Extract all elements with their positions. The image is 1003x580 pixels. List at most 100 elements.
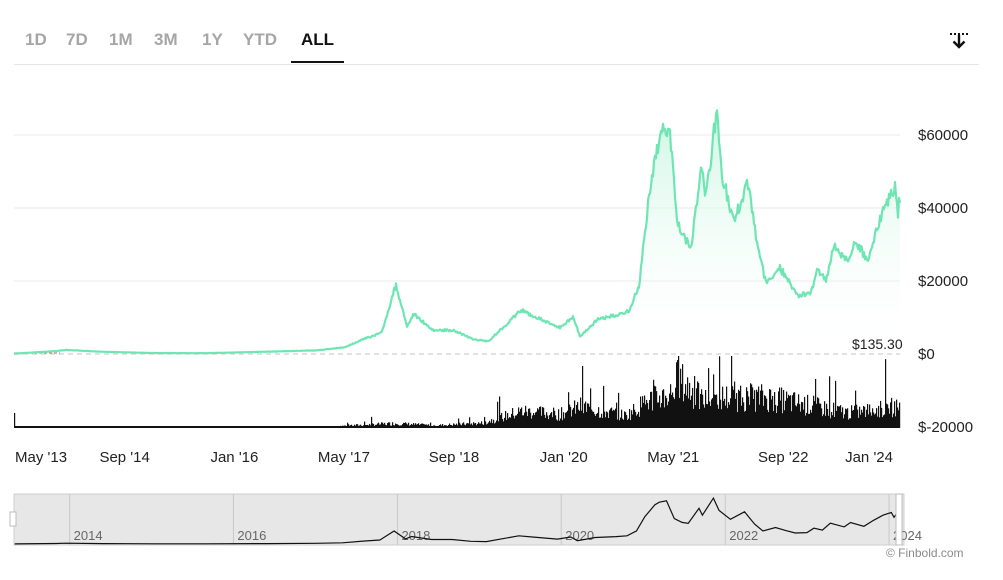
volume-bar bbox=[798, 394, 800, 428]
volume-bar bbox=[438, 425, 440, 428]
download-button[interactable] bbox=[946, 26, 972, 52]
volume-bar bbox=[731, 356, 733, 428]
volume-bar bbox=[848, 419, 850, 428]
volume-bar bbox=[744, 411, 746, 428]
volume-bar bbox=[529, 408, 531, 428]
volume-bar bbox=[573, 407, 575, 428]
volume-bar bbox=[869, 404, 871, 428]
volume-bar bbox=[724, 398, 726, 428]
volume-bar bbox=[494, 423, 496, 428]
volume-bar bbox=[509, 417, 511, 428]
volume-bar bbox=[879, 417, 881, 428]
volume-bar bbox=[620, 417, 622, 428]
volume-bar bbox=[496, 420, 498, 428]
volume-bar bbox=[629, 409, 631, 428]
volume-bar bbox=[458, 418, 460, 428]
volume-bar bbox=[404, 422, 406, 428]
volume-bar bbox=[457, 425, 459, 428]
volume-bar bbox=[557, 420, 559, 428]
volume-bar bbox=[850, 418, 852, 428]
volume-bar bbox=[842, 407, 844, 428]
volume-bar bbox=[878, 405, 880, 428]
volume-bar bbox=[468, 423, 470, 428]
volume-bar bbox=[675, 387, 677, 428]
volume-bar bbox=[628, 418, 630, 428]
volume-bar bbox=[867, 403, 869, 428]
tab-ytd[interactable]: YTD bbox=[243, 30, 277, 49]
volume-bar bbox=[625, 412, 627, 428]
volume-bar bbox=[412, 424, 414, 428]
tab-all[interactable]: ALL bbox=[301, 30, 335, 49]
volume-bar bbox=[486, 424, 488, 428]
volume-bar bbox=[501, 413, 503, 428]
volume-bar bbox=[766, 398, 768, 428]
volume-bar bbox=[881, 407, 883, 428]
volume-bar bbox=[822, 416, 824, 428]
volume-bar bbox=[513, 415, 515, 428]
volume-bar bbox=[843, 418, 845, 428]
x-tick-label: May '21 bbox=[647, 449, 699, 466]
volume-bar bbox=[891, 397, 893, 428]
volume-bar bbox=[685, 384, 687, 428]
volume-bar bbox=[413, 423, 415, 428]
volume-bar bbox=[561, 407, 563, 428]
volume-bar bbox=[419, 425, 421, 428]
volume-bar bbox=[339, 426, 341, 428]
volume-bar bbox=[472, 425, 474, 428]
volume-bar bbox=[566, 412, 568, 428]
volume-bar bbox=[811, 412, 813, 428]
volume-bar bbox=[636, 415, 638, 428]
volume-bar bbox=[572, 409, 574, 428]
tab-1d[interactable]: 1D bbox=[25, 30, 47, 49]
volume-bar bbox=[543, 407, 545, 428]
volume-bar bbox=[538, 409, 540, 428]
volume-bar bbox=[624, 411, 626, 428]
volume-bar bbox=[721, 409, 723, 428]
volume-bar bbox=[545, 417, 547, 428]
volume-bar bbox=[530, 412, 532, 428]
volume-bar bbox=[851, 405, 853, 428]
tab-7d[interactable]: 7D bbox=[66, 30, 88, 49]
volume-bar bbox=[865, 417, 867, 428]
volume-bar bbox=[727, 408, 729, 428]
volume-bar bbox=[827, 408, 829, 428]
volume-bar bbox=[785, 400, 787, 428]
volume-bar bbox=[622, 418, 624, 428]
tab-1m[interactable]: 1M bbox=[109, 30, 133, 49]
volume-bar bbox=[341, 426, 343, 428]
volume-bar bbox=[876, 408, 878, 428]
volume-bar bbox=[480, 423, 482, 428]
volume-bar bbox=[389, 422, 391, 428]
volume-bar bbox=[571, 416, 573, 428]
volume-bar bbox=[863, 405, 865, 428]
volume-bar bbox=[371, 416, 373, 428]
volume-bar bbox=[745, 410, 747, 428]
volume-bar bbox=[539, 406, 541, 428]
volume-bar bbox=[887, 404, 889, 428]
volume-bar bbox=[808, 413, 810, 428]
tab-3m[interactable]: 3M bbox=[154, 30, 178, 49]
volume-bar bbox=[791, 411, 793, 428]
volume-bar bbox=[392, 422, 394, 428]
volume-bar bbox=[482, 424, 484, 428]
volume-bar bbox=[343, 425, 345, 428]
volume-bar bbox=[828, 415, 830, 428]
volume-bar bbox=[705, 389, 707, 428]
volume-bar bbox=[342, 425, 344, 428]
active-tab-underline bbox=[291, 61, 344, 63]
volume-bar bbox=[821, 408, 823, 428]
volume-bar bbox=[452, 425, 454, 428]
volume-bar bbox=[692, 387, 694, 428]
volume-bar bbox=[626, 415, 628, 428]
volume-bar bbox=[382, 422, 384, 428]
volume-bar bbox=[560, 418, 562, 428]
volume-bar bbox=[541, 415, 543, 428]
volume-bar bbox=[678, 356, 680, 428]
volume-bar bbox=[644, 395, 646, 428]
volume-bar bbox=[454, 424, 456, 428]
volume-bar bbox=[495, 422, 497, 428]
tab-1y[interactable]: 1Y bbox=[202, 30, 223, 49]
volume-bar bbox=[803, 409, 805, 428]
volume-bar bbox=[608, 418, 610, 428]
volume-bar bbox=[484, 416, 486, 428]
